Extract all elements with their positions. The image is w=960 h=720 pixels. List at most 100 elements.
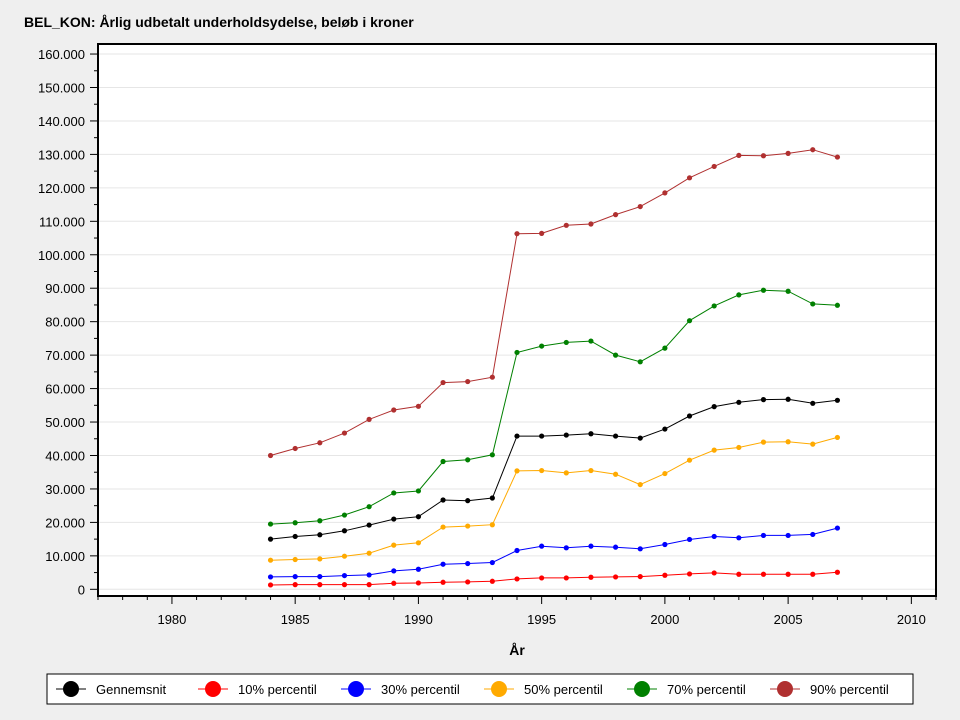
chart-title: BEL_KON: Årlig udbetalt underholdsydelse… bbox=[24, 14, 414, 30]
data-point bbox=[292, 573, 298, 580]
data-point bbox=[563, 470, 569, 476]
data-point bbox=[711, 163, 717, 170]
data-point bbox=[366, 416, 372, 422]
y-tick-label: 70.000 bbox=[45, 348, 85, 363]
data-point bbox=[612, 433, 619, 439]
data-point bbox=[637, 435, 643, 441]
data-point bbox=[760, 439, 767, 445]
data-point bbox=[834, 154, 841, 160]
y-tick-label: 60.000 bbox=[45, 382, 85, 397]
data-point bbox=[662, 190, 668, 196]
data-point bbox=[489, 374, 495, 380]
data-point bbox=[662, 470, 668, 477]
data-point bbox=[612, 471, 619, 477]
axes: 0 10.000 20.000 30.000 40.000 50.000 60.000 70.… bbox=[38, 43, 937, 627]
data-point bbox=[539, 343, 545, 349]
data-point bbox=[662, 345, 668, 351]
series-line bbox=[270, 398, 838, 540]
data-point bbox=[760, 571, 767, 577]
data-point bbox=[785, 571, 791, 577]
y-tick-label: 20.000 bbox=[45, 515, 85, 530]
y-tick-label: 10.000 bbox=[45, 549, 85, 564]
x-tick-label: 1985 bbox=[281, 612, 310, 627]
x-tick-label: 2010 bbox=[897, 612, 926, 627]
legend-marker bbox=[777, 681, 793, 697]
legend-item: 90% percentil bbox=[770, 681, 889, 697]
data-point bbox=[736, 292, 742, 298]
y-tick-label: 110.000 bbox=[39, 214, 85, 229]
data-point bbox=[539, 230, 545, 236]
data-point bbox=[834, 434, 841, 441]
data-point bbox=[465, 560, 471, 567]
data-point bbox=[785, 439, 791, 445]
data-point bbox=[539, 575, 545, 581]
y-tick-label: 50.000 bbox=[45, 415, 85, 430]
data-point bbox=[415, 514, 422, 520]
data-point bbox=[785, 396, 791, 402]
data-point bbox=[563, 575, 569, 581]
legend-marker bbox=[634, 681, 650, 697]
legend-label: Gennemsnit bbox=[96, 682, 166, 697]
data-point bbox=[317, 582, 323, 588]
series-line bbox=[270, 436, 838, 561]
x-tick-label: 2000 bbox=[650, 612, 679, 627]
data-point bbox=[588, 467, 594, 474]
data-point bbox=[736, 152, 742, 159]
y-tick-label: 120.000 bbox=[38, 181, 85, 196]
x-axis-label: År bbox=[509, 642, 525, 658]
data-point bbox=[612, 544, 619, 550]
legend-marker bbox=[348, 681, 364, 697]
data-point bbox=[341, 512, 348, 518]
y-tick-label: 90.000 bbox=[45, 281, 85, 296]
data-point bbox=[366, 582, 372, 588]
data-point bbox=[415, 488, 422, 494]
y-tick-label: 150.000 bbox=[38, 80, 85, 95]
legend-marker bbox=[63, 681, 79, 697]
data-point bbox=[711, 570, 717, 576]
data-point bbox=[686, 318, 693, 324]
data-point bbox=[317, 556, 323, 562]
y-tick-label: 0 bbox=[78, 582, 85, 597]
data-point bbox=[391, 568, 397, 574]
data-point bbox=[736, 535, 742, 541]
series-3 bbox=[267, 525, 841, 580]
x-tick-label: 1995 bbox=[527, 612, 556, 627]
data-point bbox=[588, 574, 594, 580]
data-point bbox=[686, 413, 693, 419]
data-point bbox=[834, 397, 841, 403]
data-point bbox=[465, 498, 471, 504]
data-point bbox=[267, 521, 274, 527]
data-point bbox=[292, 520, 298, 526]
data-point bbox=[711, 533, 717, 540]
data-point bbox=[292, 533, 298, 540]
data-point bbox=[711, 303, 717, 309]
data-point bbox=[267, 582, 274, 588]
legend-item: 70% percentil bbox=[627, 681, 746, 697]
data-point bbox=[440, 379, 446, 386]
data-point bbox=[489, 559, 495, 566]
data-point bbox=[391, 580, 397, 586]
data-point bbox=[465, 457, 471, 463]
data-point bbox=[563, 432, 569, 438]
y-tick-label: 130.000 bbox=[38, 147, 85, 162]
data-point bbox=[415, 403, 422, 409]
y-tick-label: 80.000 bbox=[45, 315, 85, 330]
data-point bbox=[440, 497, 446, 503]
plot-area bbox=[98, 44, 936, 596]
data-point bbox=[341, 430, 348, 436]
legend-item: Gennemsnit bbox=[56, 681, 166, 697]
series-group bbox=[267, 147, 841, 588]
data-point bbox=[465, 378, 471, 385]
data-point bbox=[834, 525, 841, 531]
data-point bbox=[341, 528, 348, 534]
legend-item: 50% percentil bbox=[484, 681, 603, 697]
data-point bbox=[810, 571, 816, 577]
data-point bbox=[489, 578, 495, 584]
x-tick-label: 2005 bbox=[774, 612, 803, 627]
legend-label: 50% percentil bbox=[524, 682, 603, 697]
data-point bbox=[317, 532, 323, 538]
series-4 bbox=[267, 434, 841, 563]
data-point bbox=[810, 441, 816, 447]
data-point bbox=[662, 426, 668, 432]
data-point bbox=[415, 580, 422, 586]
